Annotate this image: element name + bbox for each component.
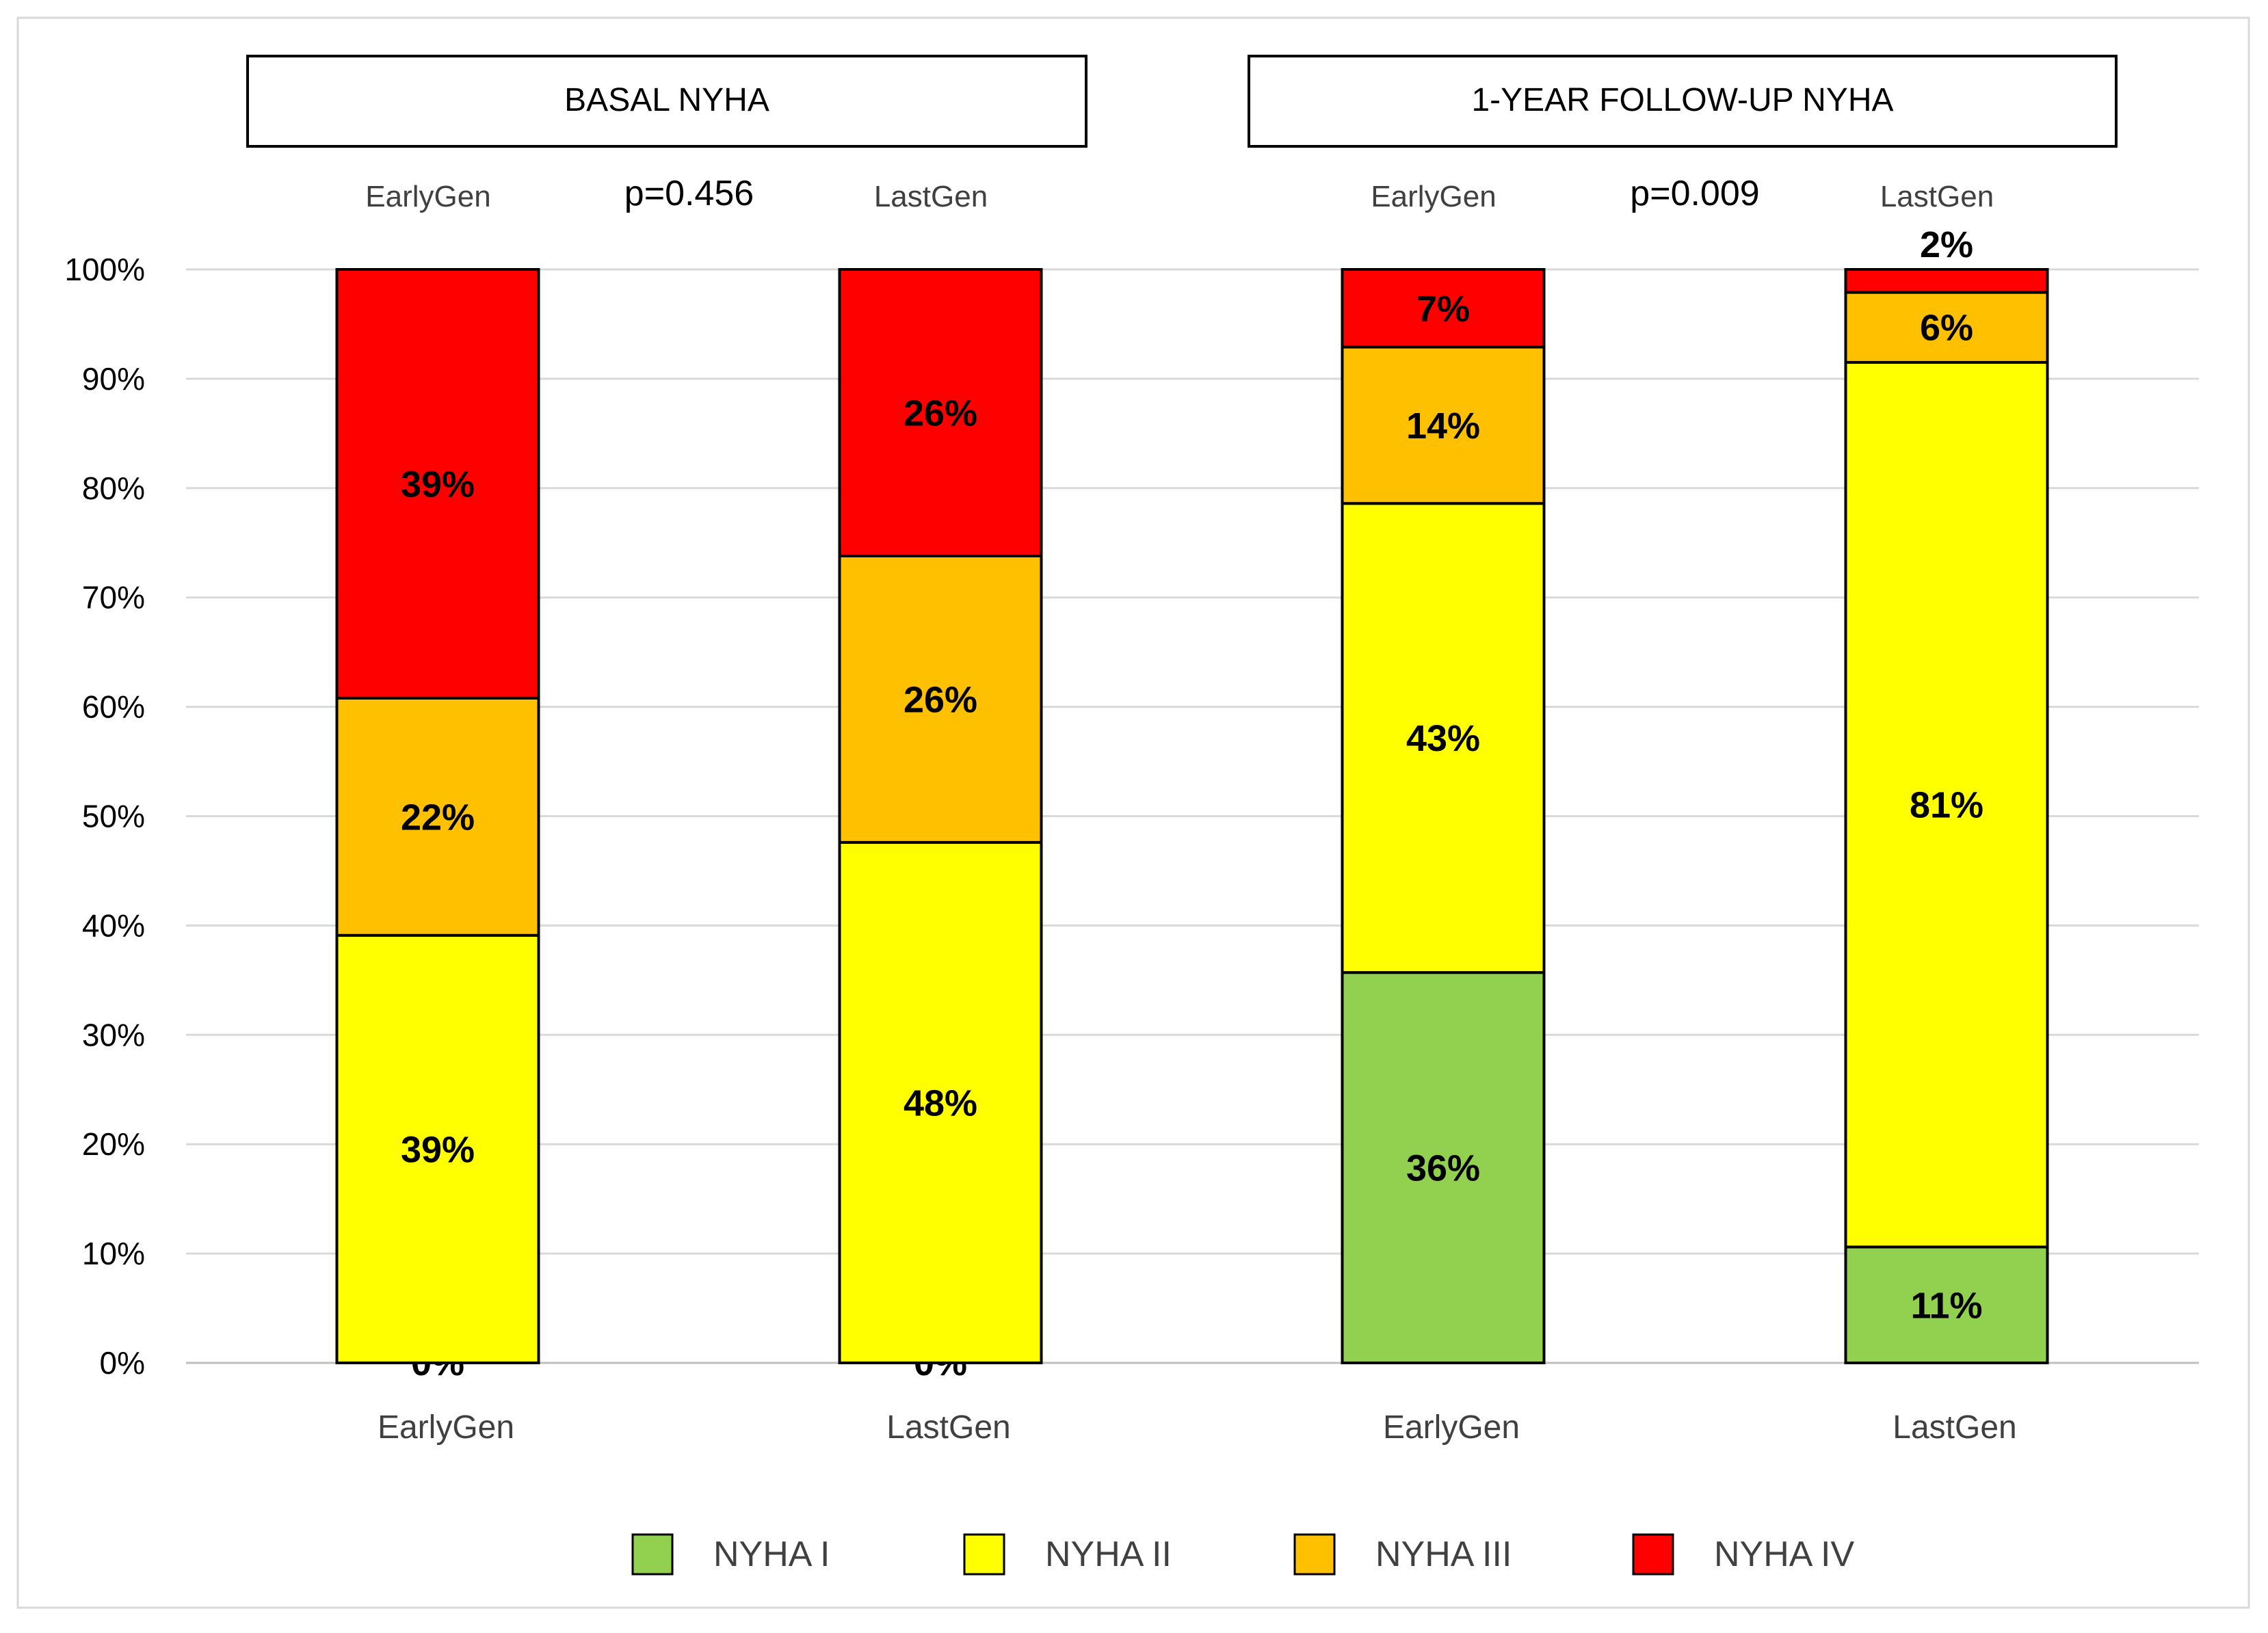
group-header-title: BASAL NYHA bbox=[564, 82, 769, 118]
bar-data-label: 39% bbox=[401, 464, 475, 505]
legend-label: NYHA I bbox=[713, 1535, 830, 1574]
legend-swatch bbox=[963, 1533, 1005, 1576]
bar-data-label: 22% bbox=[401, 797, 475, 838]
y-tick-label: 90% bbox=[82, 361, 145, 397]
bar-data-label: 39% bbox=[401, 1129, 475, 1170]
bar-data-label: 7% bbox=[1416, 289, 1470, 330]
legend-swatch bbox=[1293, 1533, 1336, 1576]
y-tick-label: 70% bbox=[82, 580, 145, 615]
bar-segment bbox=[1844, 291, 2049, 364]
bar-segment bbox=[1844, 268, 2049, 294]
legend-label: NYHA III bbox=[1375, 1535, 1512, 1574]
group-header-box bbox=[246, 55, 1087, 148]
x-tick-label: LastGen bbox=[1893, 1409, 2016, 1446]
group-header-title: 1-YEAR FOLLOW-UP NYHA bbox=[1471, 82, 1893, 118]
x-tick-label: EarlyGen bbox=[1383, 1409, 1520, 1446]
bar-data-label: 11% bbox=[1910, 1285, 1982, 1326]
p-value-label: p=0.009 bbox=[1630, 174, 1759, 213]
y-tick-label: 0% bbox=[100, 1345, 145, 1381]
y-tick-label: 50% bbox=[82, 799, 145, 834]
bar-top-label: EarlyGen bbox=[365, 180, 490, 213]
bar-data-label: 6% bbox=[1920, 308, 1973, 349]
y-tick-label: 10% bbox=[82, 1236, 145, 1271]
bar-top-label: LastGen bbox=[1880, 180, 1994, 213]
bar-segment bbox=[335, 696, 540, 937]
bar-data-label: 81% bbox=[1910, 785, 1983, 826]
bar-segment bbox=[335, 268, 540, 700]
y-tick-label: 20% bbox=[82, 1126, 145, 1162]
y-tick-label: 40% bbox=[82, 907, 145, 943]
legend-label: NYHA IV bbox=[1714, 1535, 1854, 1574]
bar-data-label: 43% bbox=[1406, 718, 1480, 759]
p-value-label: p=0.456 bbox=[624, 174, 754, 213]
bar-segment bbox=[1341, 971, 1546, 1364]
bar-segment bbox=[838, 554, 1043, 844]
bar-data-label: 26% bbox=[904, 393, 977, 434]
bar-segment bbox=[1844, 360, 2049, 1249]
bar-segment bbox=[335, 933, 540, 1364]
group-header-box bbox=[1248, 55, 2118, 148]
y-tick-label: 30% bbox=[82, 1017, 145, 1052]
bar-segment bbox=[838, 268, 1043, 557]
bar-data-label: 2% bbox=[1920, 224, 1973, 265]
bar-top-label: LastGen bbox=[874, 180, 988, 213]
bar-top-label: EarlyGen bbox=[1371, 180, 1496, 213]
y-tick-label: 100% bbox=[64, 252, 145, 287]
legend-swatch bbox=[1632, 1533, 1674, 1576]
bar-segment bbox=[1341, 345, 1546, 505]
bar-segment bbox=[1844, 1245, 2049, 1364]
x-tick-label: EarlyGen bbox=[378, 1409, 514, 1446]
y-tick-label: 80% bbox=[82, 470, 145, 506]
x-tick-label: LastGen bbox=[886, 1409, 1010, 1446]
bar-data-label: 48% bbox=[904, 1083, 977, 1124]
bar-data-label: 36% bbox=[1406, 1148, 1480, 1189]
bar-segment bbox=[1341, 268, 1546, 349]
legend-swatch bbox=[631, 1533, 674, 1576]
bar-data-label: 14% bbox=[1406, 406, 1480, 447]
legend-label: NYHA II bbox=[1045, 1535, 1172, 1574]
y-tick-label: 60% bbox=[82, 689, 145, 725]
bar-data-label: 26% bbox=[904, 679, 977, 720]
bar-segment bbox=[1341, 502, 1546, 974]
